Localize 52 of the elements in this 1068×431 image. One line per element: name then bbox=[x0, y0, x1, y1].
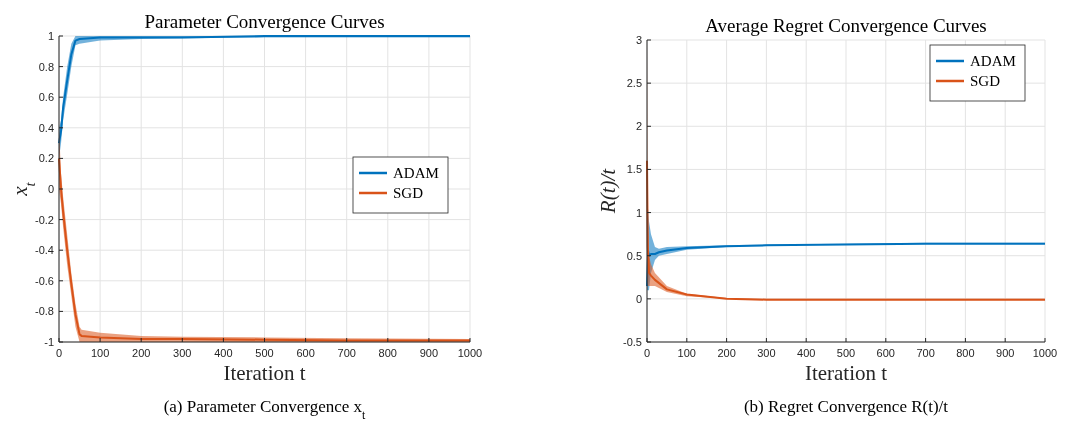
y-tick-label: -0.6 bbox=[35, 274, 54, 287]
x-tick-label: 400 bbox=[214, 347, 233, 359]
x-tick-label: 1000 bbox=[1032, 347, 1058, 359]
x-tick-label: 200 bbox=[132, 347, 151, 359]
y-tick-label: 0.4 bbox=[38, 121, 54, 134]
x-tick-label: 800 bbox=[956, 347, 975, 359]
y-tick-label: 3 bbox=[635, 34, 642, 46]
x-tick-label: 700 bbox=[916, 347, 935, 359]
x-tick-label: 300 bbox=[173, 347, 192, 359]
legend-label: ADAM bbox=[393, 165, 439, 181]
x-tick-label: 900 bbox=[419, 347, 439, 359]
legend-label: SGD bbox=[393, 185, 424, 201]
y-tick-label: 0.6 bbox=[38, 91, 54, 104]
x-axis-title: Iteration t bbox=[804, 361, 888, 385]
text: (b) Regret Convergence R(t)/t bbox=[743, 397, 949, 416]
y-tick-label: 0 bbox=[47, 183, 54, 195]
y-tick-label: 0 bbox=[635, 292, 642, 305]
y-tick-label: -1 bbox=[44, 336, 54, 348]
x-tick-label: 700 bbox=[337, 347, 356, 359]
x-tick-label: 300 bbox=[757, 347, 776, 359]
legend-label: SGD bbox=[970, 73, 1001, 89]
y-axis-title: R(t)/t bbox=[596, 167, 620, 215]
chart-title: Parameter Convergence Curves bbox=[144, 11, 385, 32]
x-tick-label: 0 bbox=[643, 347, 651, 359]
y-tick-label: 1.5 bbox=[626, 163, 642, 176]
x-tick-label: 200 bbox=[717, 347, 736, 359]
x-tick-label: 600 bbox=[296, 347, 315, 359]
x-tick-label: 1000 bbox=[457, 347, 483, 359]
y-tick-label: 2 bbox=[635, 120, 642, 133]
text: (a) Parameter Convergence x$_{t}$ bbox=[163, 397, 367, 422]
y-tick-label: -0.8 bbox=[35, 305, 54, 318]
y-tick-label: 1 bbox=[635, 206, 642, 219]
y-tick-label: 0.5 bbox=[626, 249, 642, 262]
y-tick-label: -0.4 bbox=[35, 244, 54, 257]
x-axis-title: Iteration t bbox=[223, 361, 306, 385]
x-tick-label: 400 bbox=[797, 347, 816, 359]
x-tick-label: 100 bbox=[90, 347, 110, 359]
legend-label: ADAM bbox=[970, 53, 1016, 69]
chart-title: Average Regret Convergence Curves bbox=[705, 15, 987, 36]
x-tick-label: 100 bbox=[677, 347, 696, 359]
y-tick-label: -0.5 bbox=[623, 336, 642, 348]
y-tick-label: -0.2 bbox=[35, 213, 54, 226]
x-tick-label: 800 bbox=[378, 347, 397, 359]
y-tick-label: 0.2 bbox=[38, 152, 54, 165]
y-tick-label: 0.8 bbox=[38, 60, 54, 73]
x-tick-label: 500 bbox=[255, 347, 274, 359]
y-tick-label: 1 bbox=[47, 30, 54, 42]
x-tick-label: 0 bbox=[55, 347, 63, 359]
x-tick-label: 600 bbox=[876, 347, 895, 359]
y-tick-label: 2.5 bbox=[626, 77, 642, 90]
x-tick-label: 900 bbox=[996, 347, 1015, 359]
x-tick-label: 500 bbox=[836, 347, 856, 359]
